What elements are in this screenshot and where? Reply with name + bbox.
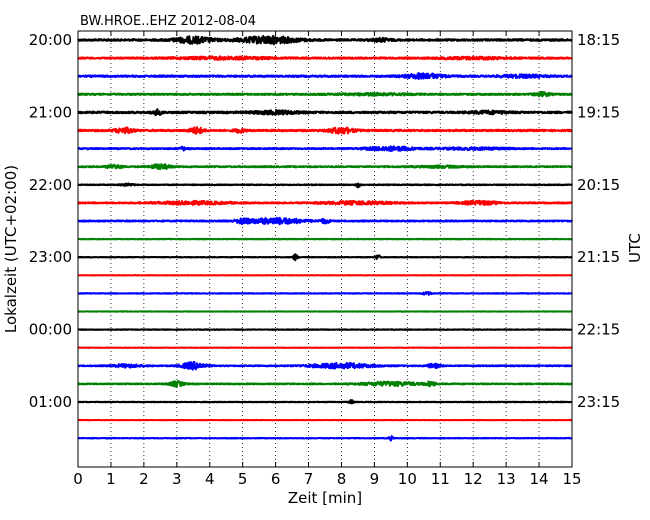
x-tick-label: 6	[271, 470, 281, 488]
trace-row-5	[77, 126, 573, 135]
trace-row-3	[77, 90, 573, 98]
row-label-left: 23:00	[29, 248, 72, 266]
row-label-right: 23:15	[577, 393, 620, 411]
trace-row-14	[77, 290, 573, 296]
trace-row-12	[77, 253, 573, 262]
trace-row-20	[77, 398, 573, 405]
chart-title: BW.HROE..EHZ 2012-08-04	[80, 14, 256, 29]
trace-row-0	[77, 34, 573, 46]
trace-row-11	[77, 237, 573, 241]
trace-row-16	[77, 328, 573, 331]
x-tick-label: 7	[304, 470, 314, 488]
trace-layer	[77, 34, 573, 442]
trace-row-8	[77, 182, 573, 189]
row-label-right: 22:15	[577, 321, 620, 339]
x-axis-label: Zeit [min]	[288, 489, 362, 507]
row-label-left: 22:00	[29, 176, 72, 194]
y-axis-label-left: Lokalzeit (UTC+02:00)	[2, 165, 20, 333]
x-tick-label: 2	[139, 470, 149, 488]
x-tick-label: 12	[464, 470, 483, 488]
x-tick-label: 13	[497, 470, 516, 488]
trace-row-22	[77, 435, 573, 442]
row-label-right: 20:15	[577, 176, 620, 194]
trace-row-9	[77, 199, 573, 206]
plot-frame	[77, 30, 573, 468]
trace-row-6	[77, 145, 573, 153]
row-label-left: 01:00	[29, 393, 72, 411]
x-tick-label: 10	[398, 470, 417, 488]
x-tick-label: 8	[337, 470, 347, 488]
x-tick-label: 15	[562, 470, 581, 488]
row-label-left: 00:00	[29, 321, 72, 339]
row-label-right: 21:15	[577, 248, 620, 266]
x-tick-label: 11	[431, 470, 450, 488]
x-tick-label: 0	[73, 470, 83, 488]
trace-row-19	[77, 380, 573, 388]
y-axis-label-right: UTC	[626, 233, 644, 263]
vertical-grid	[110, 31, 540, 467]
row-label-right: 19:15	[577, 103, 620, 121]
row-labels: 20:00 21:00 22:00 23:00 00:00 01:00 18:15 19:15…	[29, 31, 620, 411]
trace-row-2	[77, 72, 573, 81]
trace-row-1	[77, 55, 573, 61]
trace-row-7	[77, 163, 573, 171]
row-label-right: 18:15	[577, 31, 620, 49]
trace-row-10	[77, 216, 573, 226]
x-tick-label: 5	[238, 470, 248, 488]
row-label-left: 20:00	[29, 31, 72, 49]
trace-row-18	[77, 360, 573, 371]
x-ticks: 0 1 2 3 4 5 6 7 8 9 10 11 12 13 14 15	[73, 31, 582, 488]
x-tick-label: 9	[370, 470, 380, 488]
trace-row-4	[77, 108, 573, 117]
row-label-left: 21:00	[29, 103, 72, 121]
x-tick-label: 1	[106, 470, 116, 488]
x-tick-label: 14	[530, 470, 549, 488]
x-tick-label: 3	[172, 470, 182, 488]
x-tick-label: 4	[205, 470, 215, 488]
